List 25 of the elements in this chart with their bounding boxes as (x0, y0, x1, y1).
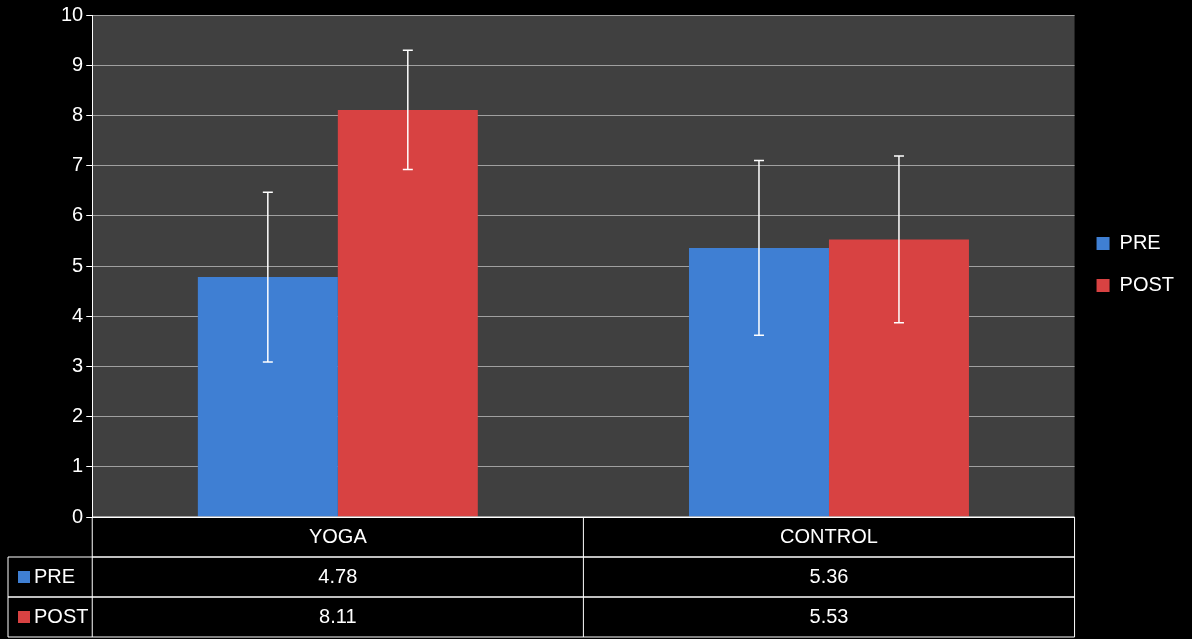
bar (337, 109, 478, 517)
bar (197, 277, 338, 517)
y-tick-label: 10 (61, 2, 84, 25)
data-label: 5.36 (809, 564, 849, 587)
text: POST (34, 604, 89, 627)
text: PRE (1119, 231, 1161, 254)
y-tick-label: 5 (72, 253, 84, 276)
y-tick-label: 0 (72, 504, 84, 527)
x-tick-label: CONTROL (780, 524, 878, 547)
y-tick-label: 3 (72, 353, 84, 376)
y-tick-label: 1 (72, 454, 84, 477)
x-tick-label: YOGA (308, 524, 368, 547)
data-label: 5.53 (809, 604, 849, 627)
legend-label: POST (1119, 273, 1174, 296)
y-tick-label: 7 (72, 153, 84, 176)
legend-label: PRE (34, 564, 76, 587)
y-tick-label: 4 (72, 303, 84, 326)
data-label: 8.11 (319, 604, 357, 627)
data-label: 4.78 (318, 564, 358, 587)
y-tick-label: 2 (72, 404, 84, 427)
bar (688, 247, 829, 517)
bar (828, 239, 969, 517)
y-tick-label: 9 (72, 52, 84, 75)
y-tick-label: 6 (72, 203, 84, 226)
y-tick-label: 8 (72, 102, 84, 125)
